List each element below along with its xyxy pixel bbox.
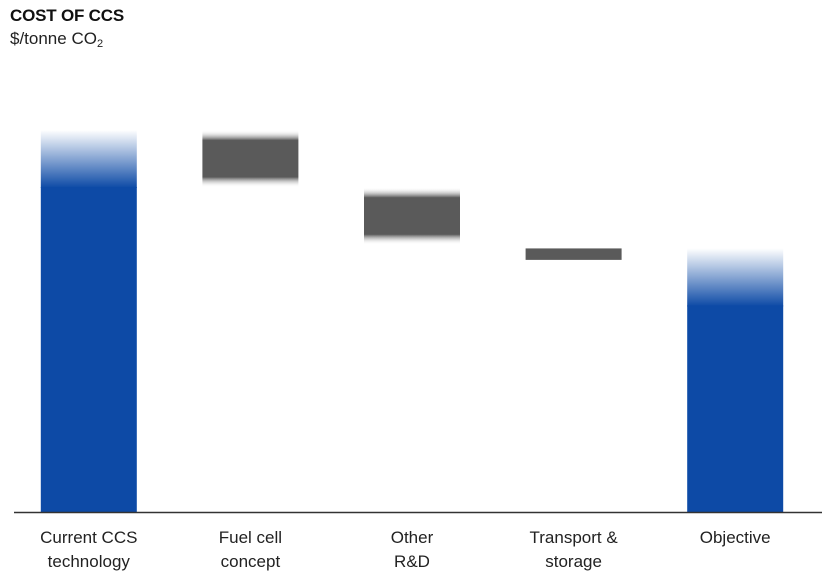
bar-fade-objective [687, 248, 784, 307]
bar-transport-storage [525, 248, 622, 260]
bar-fuel-cell-concept [202, 130, 299, 188]
x-tick-label-fuel-cell-concept: Fuel cell concept [219, 528, 282, 571]
x-tick-label-other-r-d: Other R&D [391, 528, 434, 571]
chart-title: COST OF CCS [10, 6, 124, 25]
bar-fade-current-ccs-technology [40, 130, 137, 188]
bar-objective [687, 305, 784, 512]
x-tick-label-objective: Objective [700, 528, 771, 547]
bar-other-r-d [364, 187, 460, 245]
bar-current-ccs-technology [40, 187, 137, 512]
unit-label: $/tonne CO2 [10, 29, 104, 50]
x-tick-label-current-ccs-technology: Current CCS technology [40, 528, 137, 571]
x-tick-label-transport-storage: Transport & storage [530, 528, 619, 571]
